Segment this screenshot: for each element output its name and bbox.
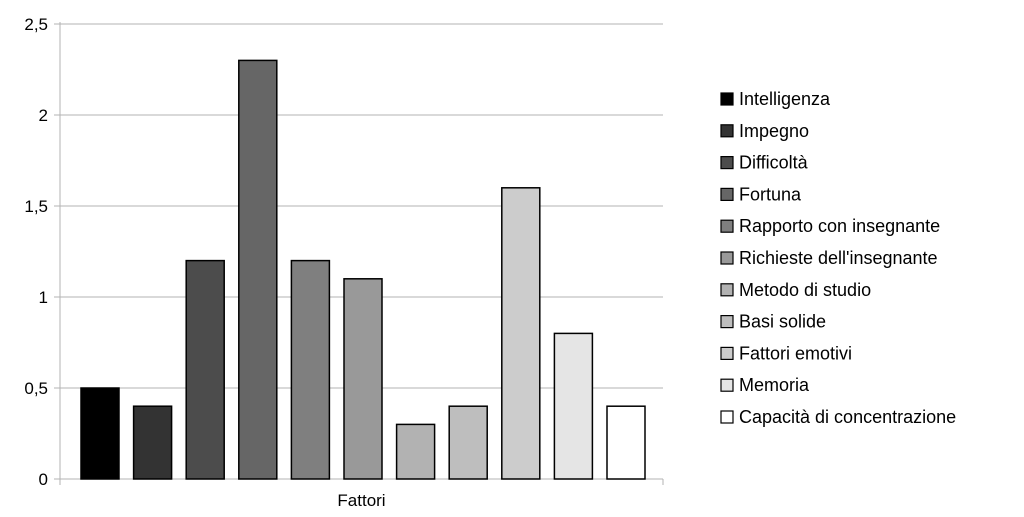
legend-item: Basi solide: [720, 312, 826, 332]
bar-2: [132, 405, 173, 480]
y-tick-label: 0,5: [24, 379, 48, 398]
legend-label: Metodo di studio: [739, 280, 871, 300]
legend-swatch: [720, 315, 734, 329]
legend-label: Impegno: [739, 121, 809, 141]
legend-item: Fortuna: [720, 184, 802, 204]
y-tick-label: 1: [39, 288, 48, 307]
legend-swatch: [720, 92, 734, 106]
legend: Intelligenza Impegno Difficoltà Fortuna Rapp…: [720, 89, 956, 427]
legend-label: Capacità di concentrazione: [739, 407, 956, 427]
bar-6: [343, 278, 383, 480]
legend-item: Richieste dell'insegnante: [720, 248, 938, 268]
bar-7: [395, 423, 436, 480]
legend-label: Fattori emotivi: [739, 343, 852, 363]
y-tick-label: 1,5: [24, 197, 48, 216]
legend-item: Intelligenza: [720, 89, 831, 109]
bar-10: [553, 332, 594, 480]
legend-item: Capacità di concentrazione: [720, 407, 956, 427]
legend-label: Intelligenza: [739, 89, 831, 109]
bar-11: [606, 405, 646, 480]
legend-label: Difficoltà: [739, 153, 809, 173]
y-tick-label: 2: [39, 106, 48, 125]
legend-label: Basi solide: [739, 312, 826, 332]
y-tick-labels: 0 0,5 1 1,5 2 2,5: [24, 15, 48, 489]
legend-swatch: [720, 156, 734, 170]
legend-item: Difficoltà: [720, 153, 809, 173]
legend-item: Fattori emotivi: [720, 343, 852, 363]
legend-item: Impegno: [720, 121, 809, 141]
legend-label: Fortuna: [739, 184, 802, 204]
legend-swatch: [720, 251, 734, 265]
legend-label: Rapporto con insegnante: [739, 216, 940, 236]
bar-4: [238, 59, 278, 480]
legend-label: Memoria: [739, 375, 810, 395]
x-axis-label: Fattori: [337, 491, 385, 510]
legend-item: Metodo di studio: [720, 280, 871, 300]
bar-3: [185, 259, 225, 480]
bar-5: [290, 259, 331, 480]
bar-9: [501, 187, 541, 480]
legend-item: Rapporto con insegnante: [720, 216, 940, 236]
bar-8: [448, 405, 488, 480]
legend-swatch: [720, 124, 734, 138]
y-tick-label: 0: [39, 470, 48, 489]
legend-item: Memoria: [720, 375, 810, 395]
bars: [80, 59, 646, 480]
y-tick-label: 2,5: [24, 15, 48, 34]
legend-swatch: [720, 283, 734, 297]
legend-swatch: [720, 187, 734, 201]
legend-label: Richieste dell'insegnante: [739, 248, 938, 268]
legend-swatch: [720, 410, 734, 424]
legend-swatch: [720, 219, 734, 233]
legend-swatch: [720, 346, 734, 360]
legend-swatch: [720, 378, 734, 392]
bar-1: [80, 387, 120, 480]
